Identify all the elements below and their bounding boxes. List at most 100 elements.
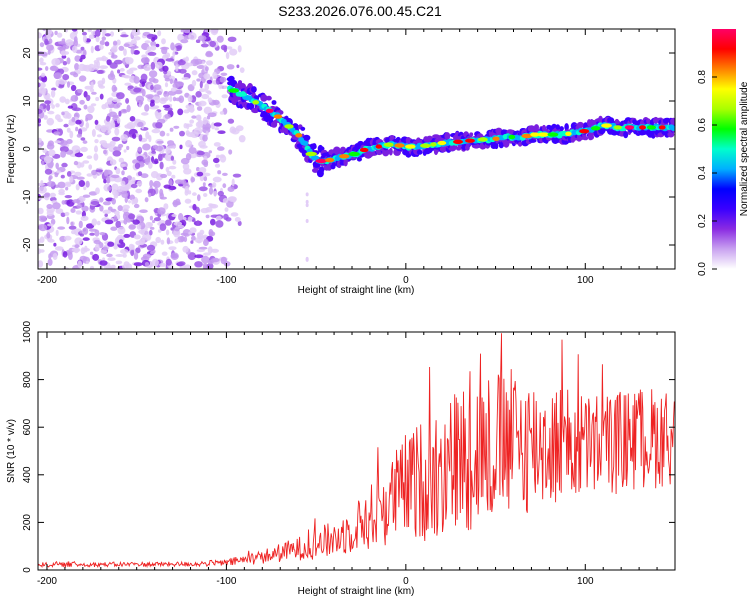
noise-speckle	[46, 143, 55, 150]
noise-speckle	[177, 33, 185, 42]
noise-speckle	[60, 50, 67, 56]
noise-speckle	[66, 171, 72, 177]
noise-speckle	[117, 226, 126, 235]
ridge-peak-blob	[236, 92, 248, 97]
noise-speckle	[39, 236, 45, 243]
noise-speckle	[73, 247, 80, 254]
ridge-halo-blob	[646, 118, 651, 124]
noise-speckle	[222, 183, 227, 189]
noise-speckle	[192, 192, 197, 196]
ridge-halo-blob	[564, 123, 569, 131]
colorbar: 0.0 0.2 0.4 0.6 0.8 Normalized spectral ampl…	[697, 29, 750, 276]
noise-speckle	[39, 57, 44, 64]
noise-speckle	[137, 171, 143, 177]
noise-speckle	[95, 187, 100, 195]
noise-speckle	[83, 104, 88, 110]
noise-speckle	[133, 234, 141, 240]
noise-speckle	[148, 222, 153, 227]
noise-speckle	[156, 140, 164, 144]
noise-speckle	[120, 163, 126, 167]
noise-speckle	[52, 202, 61, 210]
noise-speckle	[86, 173, 93, 177]
noise-speckle	[215, 215, 222, 221]
noise-speckle	[196, 171, 204, 177]
snr-ytick-label: 0	[22, 567, 33, 573]
noise-speckle	[183, 236, 188, 243]
noise-speckle	[203, 252, 211, 256]
noise-speckle	[107, 73, 116, 81]
noise-speckle	[93, 65, 100, 70]
ridge-peak-blob	[658, 125, 666, 130]
noise-speckle	[85, 180, 90, 188]
noise-speckle	[39, 42, 45, 48]
noise-speckle	[118, 110, 122, 117]
noise-speckle	[234, 217, 241, 222]
noise-speckle	[133, 203, 140, 209]
noise-speckle	[120, 34, 129, 38]
noise-speckle	[132, 219, 140, 225]
noise-speckle	[65, 182, 72, 188]
noise-speckle	[47, 29, 53, 35]
noise-speckle	[86, 223, 95, 229]
noise-speckle	[201, 255, 210, 264]
noise-speckle	[174, 89, 183, 95]
noise-speckle	[187, 94, 193, 103]
noise-speckle	[153, 105, 160, 109]
noise-speckle	[227, 118, 235, 124]
noise-speckle	[228, 196, 237, 203]
noise-speckle	[166, 237, 171, 245]
noise-speckle	[196, 65, 206, 69]
noise-speckle	[83, 64, 92, 72]
noise-speckle	[53, 131, 61, 136]
noise-speckle	[202, 116, 208, 125]
ridge-peak-blob	[394, 143, 405, 148]
noise-speckle	[157, 207, 166, 215]
noise-speckle	[151, 258, 159, 267]
noise-speckle	[60, 174, 65, 179]
noise-speckle	[163, 91, 170, 98]
noise-speckle	[118, 143, 124, 148]
noise-speckle	[305, 203, 309, 208]
noise-speckle	[144, 104, 150, 112]
noise-speckle	[187, 252, 197, 261]
noise-speckle	[120, 180, 126, 186]
noise-speckle	[90, 103, 97, 107]
noise-speckle	[168, 246, 177, 251]
noise-speckle	[190, 240, 194, 244]
noise-speckle	[103, 149, 107, 155]
noise-speckle	[155, 236, 161, 244]
noise-speckle	[203, 238, 209, 247]
noise-speckle	[180, 179, 187, 185]
noise-speckle	[208, 229, 214, 237]
noise-speckle	[147, 96, 153, 100]
noise-speckle	[153, 86, 157, 93]
noise-speckle	[107, 241, 115, 247]
noise-speckle	[80, 215, 89, 222]
noise-speckle	[177, 224, 185, 229]
noise-speckle	[60, 212, 66, 218]
noise-speckle	[46, 34, 52, 40]
noise-speckle	[152, 219, 156, 224]
noise-speckle	[125, 98, 130, 104]
noise-speckle	[229, 48, 238, 56]
noise-speckle	[151, 150, 157, 154]
noise-speckle	[89, 251, 94, 255]
noise-speckle	[134, 162, 141, 169]
noise-speckle	[157, 30, 162, 37]
noise-speckle	[178, 213, 184, 221]
snr-ytick-label: 1000	[22, 320, 33, 343]
ridge-peak-blob	[521, 133, 533, 139]
noise-speckle	[103, 179, 107, 184]
noise-speckle	[65, 39, 74, 47]
noise-speckle	[113, 214, 118, 222]
noise-speckle	[161, 251, 168, 256]
noise-speckle	[157, 90, 162, 96]
colorbar-tick-label: 0.2	[697, 214, 708, 228]
noise-speckle	[173, 80, 178, 85]
noise-speckle	[68, 252, 73, 260]
noise-speckle	[113, 86, 118, 92]
noise-speckle	[226, 64, 235, 70]
snr-marks	[38, 333, 675, 569]
noise-speckle	[175, 64, 179, 72]
noise-speckle	[165, 229, 170, 236]
